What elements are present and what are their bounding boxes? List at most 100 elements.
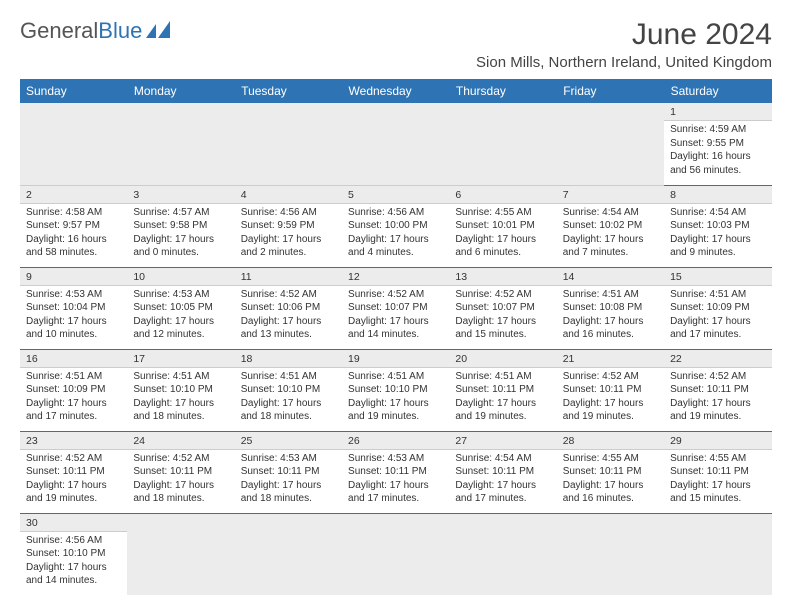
day-number: 17: [127, 350, 234, 368]
day-number: 19: [342, 350, 449, 368]
calendar-cell: [20, 103, 127, 185]
day-details: Sunrise: 4:53 AMSunset: 10:05 PMDaylight…: [127, 286, 234, 346]
day-number: 14: [557, 268, 664, 286]
day-number: 29: [664, 432, 771, 450]
calendar-cell: 18Sunrise: 4:51 AMSunset: 10:10 PMDaylig…: [235, 349, 342, 431]
day-details: Sunrise: 4:55 AMSunset: 10:01 PMDaylight…: [449, 204, 556, 264]
calendar-cell: 28Sunrise: 4:55 AMSunset: 10:11 PMDaylig…: [557, 431, 664, 513]
weekday-header: Thursday: [449, 79, 556, 103]
day-number: 1: [664, 103, 771, 121]
day-number: 6: [449, 186, 556, 204]
day-details: Sunrise: 4:51 AMSunset: 10:08 PMDaylight…: [557, 286, 664, 346]
calendar-body: 1Sunrise: 4:59 AMSunset: 9:55 PMDaylight…: [20, 103, 772, 595]
calendar-cell: 29Sunrise: 4:55 AMSunset: 10:11 PMDaylig…: [664, 431, 771, 513]
day-number: 3: [127, 186, 234, 204]
day-number: 2: [20, 186, 127, 204]
day-details: Sunrise: 4:51 AMSunset: 10:11 PMDaylight…: [449, 368, 556, 428]
day-details: Sunrise: 4:56 AMSunset: 10:00 PMDaylight…: [342, 204, 449, 264]
day-details: Sunrise: 4:55 AMSunset: 10:11 PMDaylight…: [557, 450, 664, 510]
day-number: 10: [127, 268, 234, 286]
calendar-cell: [449, 513, 556, 595]
day-details: Sunrise: 4:56 AMSunset: 10:10 PMDaylight…: [20, 532, 127, 592]
weekday-header: Wednesday: [342, 79, 449, 103]
day-number: 9: [20, 268, 127, 286]
weekday-header: Friday: [557, 79, 664, 103]
day-number: 12: [342, 268, 449, 286]
calendar-cell: 8Sunrise: 4:54 AMSunset: 10:03 PMDayligh…: [664, 185, 771, 267]
day-number: 15: [664, 268, 771, 286]
logo: GeneralBlue: [20, 18, 174, 44]
calendar-cell: 7Sunrise: 4:54 AMSunset: 10:02 PMDayligh…: [557, 185, 664, 267]
calendar-cell: [342, 513, 449, 595]
calendar-cell: 14Sunrise: 4:51 AMSunset: 10:08 PMDaylig…: [557, 267, 664, 349]
day-number: 20: [449, 350, 556, 368]
calendar-cell: [449, 103, 556, 185]
calendar-cell: 5Sunrise: 4:56 AMSunset: 10:00 PMDayligh…: [342, 185, 449, 267]
day-details: Sunrise: 4:52 AMSunset: 10:11 PMDaylight…: [127, 450, 234, 510]
day-details: Sunrise: 4:53 AMSunset: 10:11 PMDaylight…: [235, 450, 342, 510]
calendar-cell: 11Sunrise: 4:52 AMSunset: 10:06 PMDaylig…: [235, 267, 342, 349]
calendar-cell: [127, 103, 234, 185]
calendar-header-row: SundayMondayTuesdayWednesdayThursdayFrid…: [20, 79, 772, 103]
day-details: Sunrise: 4:54 AMSunset: 10:02 PMDaylight…: [557, 204, 664, 264]
title-block: June 2024 Sion Mills, Northern Ireland, …: [476, 18, 772, 71]
day-number: 16: [20, 350, 127, 368]
calendar-cell: 10Sunrise: 4:53 AMSunset: 10:05 PMDaylig…: [127, 267, 234, 349]
day-details: Sunrise: 4:51 AMSunset: 10:10 PMDaylight…: [127, 368, 234, 428]
day-number: 22: [664, 350, 771, 368]
day-details: Sunrise: 4:58 AMSunset: 9:57 PMDaylight:…: [20, 204, 127, 264]
calendar-cell: 23Sunrise: 4:52 AMSunset: 10:11 PMDaylig…: [20, 431, 127, 513]
day-number: 26: [342, 432, 449, 450]
day-details: Sunrise: 4:52 AMSunset: 10:11 PMDaylight…: [664, 368, 771, 428]
weekday-header: Saturday: [664, 79, 771, 103]
day-details: Sunrise: 4:59 AMSunset: 9:55 PMDaylight:…: [664, 121, 771, 181]
calendar-cell: 20Sunrise: 4:51 AMSunset: 10:11 PMDaylig…: [449, 349, 556, 431]
weekday-header: Tuesday: [235, 79, 342, 103]
logo-text-1: General: [20, 18, 98, 44]
calendar-cell: 26Sunrise: 4:53 AMSunset: 10:11 PMDaylig…: [342, 431, 449, 513]
calendar-cell: 15Sunrise: 4:51 AMSunset: 10:09 PMDaylig…: [664, 267, 771, 349]
logo-icon: [146, 18, 174, 44]
calendar-cell: 24Sunrise: 4:52 AMSunset: 10:11 PMDaylig…: [127, 431, 234, 513]
calendar-cell: 6Sunrise: 4:55 AMSunset: 10:01 PMDayligh…: [449, 185, 556, 267]
calendar-cell: 30Sunrise: 4:56 AMSunset: 10:10 PMDaylig…: [20, 513, 127, 595]
day-number: 28: [557, 432, 664, 450]
calendar-cell: 25Sunrise: 4:53 AMSunset: 10:11 PMDaylig…: [235, 431, 342, 513]
day-details: Sunrise: 4:51 AMSunset: 10:10 PMDaylight…: [235, 368, 342, 428]
calendar-cell: 1Sunrise: 4:59 AMSunset: 9:55 PMDaylight…: [664, 103, 771, 185]
day-number: 5: [342, 186, 449, 204]
month-title: June 2024: [476, 18, 772, 52]
day-details: Sunrise: 4:56 AMSunset: 9:59 PMDaylight:…: [235, 204, 342, 264]
calendar-cell: 22Sunrise: 4:52 AMSunset: 10:11 PMDaylig…: [664, 349, 771, 431]
day-number: 21: [557, 350, 664, 368]
day-details: Sunrise: 4:54 AMSunset: 10:03 PMDaylight…: [664, 204, 771, 264]
calendar-cell: [235, 103, 342, 185]
calendar-cell: 13Sunrise: 4:52 AMSunset: 10:07 PMDaylig…: [449, 267, 556, 349]
calendar-cell: [557, 513, 664, 595]
day-number: 18: [235, 350, 342, 368]
day-number: 25: [235, 432, 342, 450]
header: GeneralBlue June 2024 Sion Mills, Northe…: [20, 18, 772, 71]
logo-text-2: Blue: [98, 18, 142, 44]
day-details: Sunrise: 4:52 AMSunset: 10:07 PMDaylight…: [342, 286, 449, 346]
calendar-cell: 4Sunrise: 4:56 AMSunset: 9:59 PMDaylight…: [235, 185, 342, 267]
day-details: Sunrise: 4:52 AMSunset: 10:07 PMDaylight…: [449, 286, 556, 346]
calendar-cell: 16Sunrise: 4:51 AMSunset: 10:09 PMDaylig…: [20, 349, 127, 431]
day-number: 24: [127, 432, 234, 450]
day-details: Sunrise: 4:52 AMSunset: 10:06 PMDaylight…: [235, 286, 342, 346]
calendar-table: SundayMondayTuesdayWednesdayThursdayFrid…: [20, 79, 772, 595]
calendar-cell: 12Sunrise: 4:52 AMSunset: 10:07 PMDaylig…: [342, 267, 449, 349]
calendar-cell: [127, 513, 234, 595]
weekday-header: Sunday: [20, 79, 127, 103]
day-details: Sunrise: 4:51 AMSunset: 10:10 PMDaylight…: [342, 368, 449, 428]
calendar-cell: 9Sunrise: 4:53 AMSunset: 10:04 PMDayligh…: [20, 267, 127, 349]
day-number: 13: [449, 268, 556, 286]
calendar-cell: 17Sunrise: 4:51 AMSunset: 10:10 PMDaylig…: [127, 349, 234, 431]
calendar-cell: 3Sunrise: 4:57 AMSunset: 9:58 PMDaylight…: [127, 185, 234, 267]
day-number: 11: [235, 268, 342, 286]
day-details: Sunrise: 4:51 AMSunset: 10:09 PMDaylight…: [664, 286, 771, 346]
calendar-cell: [342, 103, 449, 185]
day-number: 4: [235, 186, 342, 204]
calendar-cell: 21Sunrise: 4:52 AMSunset: 10:11 PMDaylig…: [557, 349, 664, 431]
weekday-header: Monday: [127, 79, 234, 103]
